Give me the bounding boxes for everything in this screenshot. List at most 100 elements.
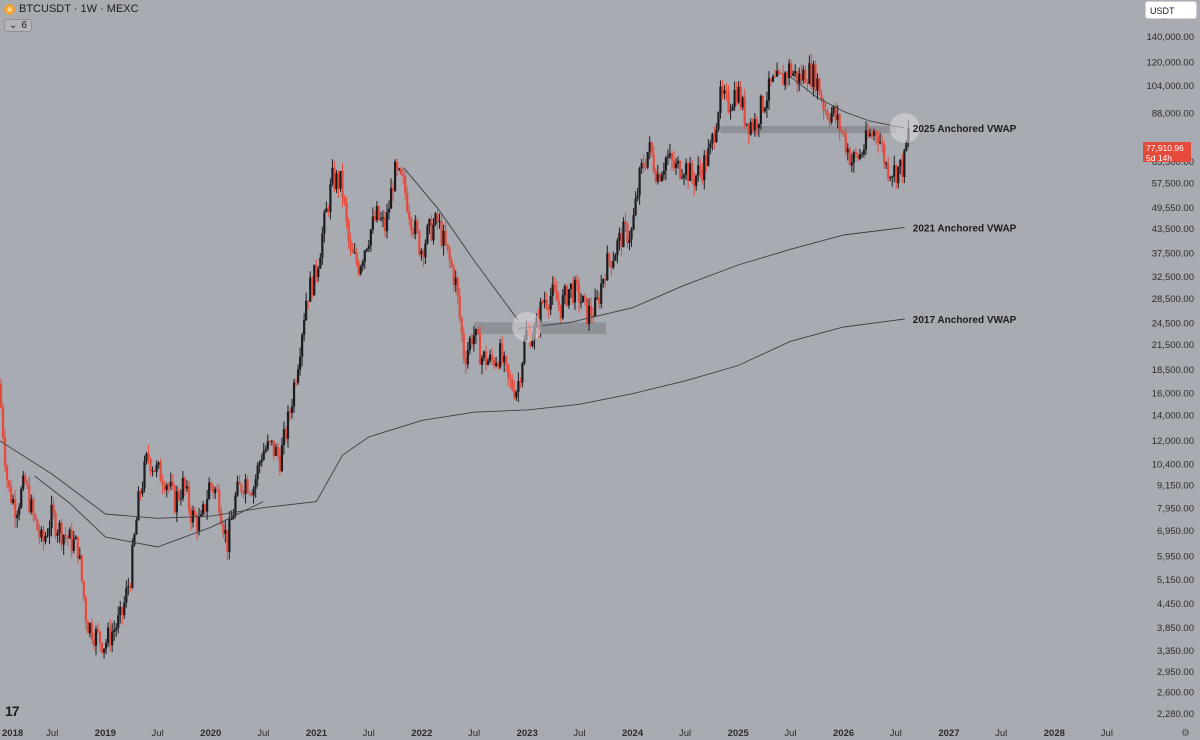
candle bbox=[458, 287, 461, 323]
symbol-header[interactable]: BTCUSDT · 1W · MEXC bbox=[4, 3, 139, 15]
candle-body bbox=[30, 499, 33, 513]
candle bbox=[361, 259, 364, 272]
last-price-tag: 77,910.96 5d 14h bbox=[1143, 142, 1191, 163]
candle-body bbox=[76, 536, 79, 559]
vwap-label: 2025 Anchored VWAP bbox=[913, 124, 1017, 135]
candle bbox=[313, 264, 316, 296]
candle-body bbox=[539, 301, 542, 330]
candle-body bbox=[830, 112, 833, 123]
candle-body bbox=[818, 78, 821, 95]
candle-body bbox=[62, 534, 65, 545]
candle bbox=[682, 172, 686, 186]
candle-body bbox=[412, 230, 415, 235]
candle bbox=[567, 289, 570, 309]
candle bbox=[596, 290, 599, 300]
settings-icon[interactable]: ⚙ bbox=[1181, 728, 1190, 739]
candle-body bbox=[553, 284, 556, 291]
candle bbox=[173, 483, 176, 514]
candle-body bbox=[630, 229, 633, 240]
candle-body bbox=[373, 216, 376, 221]
candle-body bbox=[131, 544, 134, 588]
candle bbox=[305, 292, 308, 322]
candle bbox=[547, 304, 550, 319]
candle-body bbox=[545, 300, 548, 307]
candle bbox=[389, 178, 393, 209]
candle-body bbox=[656, 174, 659, 182]
candle bbox=[517, 372, 520, 402]
candle bbox=[775, 62, 779, 77]
candle bbox=[646, 151, 649, 170]
candle-body bbox=[319, 257, 322, 269]
currency-selector[interactable]: USDT bbox=[1145, 1, 1197, 19]
candle-body bbox=[325, 208, 328, 213]
candle bbox=[495, 357, 498, 368]
candle bbox=[715, 123, 718, 144]
candle-body bbox=[349, 240, 352, 249]
candle bbox=[30, 494, 33, 515]
candle-body bbox=[484, 351, 488, 365]
candle bbox=[299, 347, 302, 376]
candle-body bbox=[610, 261, 613, 268]
candle-body bbox=[616, 240, 619, 256]
candle-body bbox=[214, 489, 217, 494]
candle bbox=[155, 460, 158, 478]
candle bbox=[317, 266, 320, 282]
candle-body bbox=[305, 300, 308, 321]
candle bbox=[652, 146, 655, 175]
candle bbox=[256, 461, 259, 487]
candle bbox=[784, 71, 787, 91]
tradingview-logo-icon[interactable]: 17 bbox=[5, 703, 20, 719]
candle-body bbox=[769, 78, 773, 82]
candle-body bbox=[290, 406, 294, 413]
candle-body bbox=[70, 529, 73, 551]
candle-body bbox=[54, 513, 57, 536]
candle bbox=[104, 638, 108, 655]
indicator-toggle[interactable]: ⌄ 6 bbox=[4, 19, 32, 32]
candle bbox=[505, 354, 508, 372]
candle-body bbox=[212, 485, 215, 494]
candle-body bbox=[438, 221, 441, 223]
candle bbox=[341, 163, 344, 208]
candle bbox=[311, 275, 314, 299]
candle bbox=[240, 483, 243, 496]
candle-body bbox=[682, 174, 686, 178]
candle bbox=[137, 486, 140, 521]
candle bbox=[571, 277, 575, 305]
candle-body bbox=[486, 360, 490, 365]
candle bbox=[92, 632, 96, 651]
x-tick-label: Jul bbox=[46, 728, 58, 739]
candle bbox=[72, 530, 75, 554]
candle-body bbox=[313, 264, 316, 296]
candle-body bbox=[836, 114, 839, 121]
y-tick-label: 14,000.00 bbox=[1152, 411, 1194, 422]
candle bbox=[705, 150, 708, 173]
candle-body bbox=[678, 160, 682, 179]
candle bbox=[335, 170, 338, 194]
candle-body bbox=[800, 73, 803, 81]
candle bbox=[872, 128, 876, 141]
candle bbox=[80, 554, 83, 584]
candle bbox=[559, 304, 562, 324]
candle bbox=[218, 484, 221, 518]
candle bbox=[355, 248, 358, 267]
candle bbox=[406, 186, 409, 214]
candle bbox=[88, 622, 92, 638]
candle bbox=[672, 151, 676, 172]
candle-body bbox=[687, 163, 690, 181]
x-tick-label: 2021 bbox=[306, 728, 328, 739]
candle-body bbox=[684, 163, 688, 175]
candle-body bbox=[56, 533, 59, 536]
candle-body bbox=[820, 94, 823, 101]
candle bbox=[398, 167, 401, 172]
candle bbox=[64, 526, 67, 543]
candle bbox=[656, 164, 659, 185]
candle-body bbox=[883, 144, 886, 164]
candle-body bbox=[14, 499, 17, 518]
candle bbox=[620, 228, 623, 257]
candle-body bbox=[381, 217, 385, 219]
candle-body bbox=[779, 73, 783, 75]
candle-body bbox=[398, 168, 401, 170]
x-tick-label: 2018 bbox=[2, 728, 23, 739]
candle bbox=[719, 80, 722, 119]
